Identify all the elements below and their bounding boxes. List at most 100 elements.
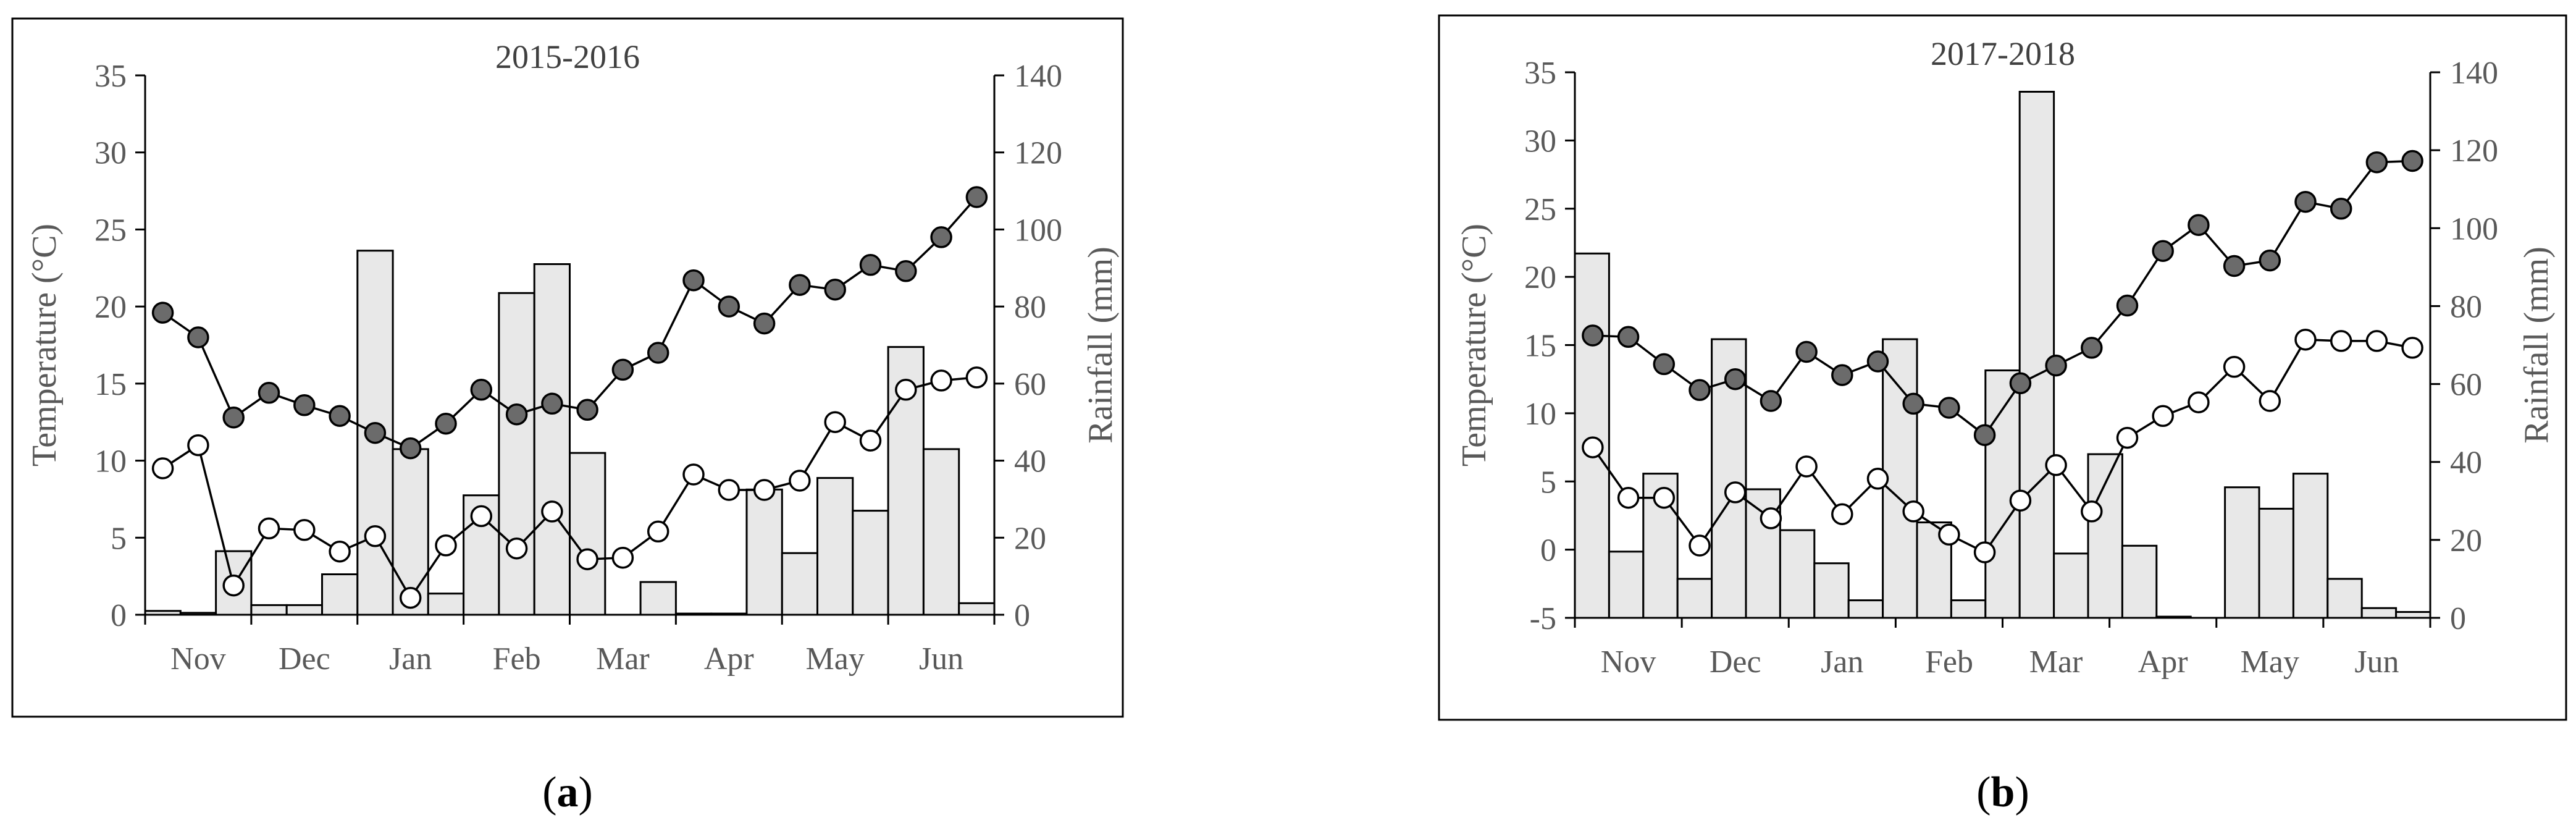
min-temp-point	[505, 537, 528, 560]
y-tick-label: 25	[94, 213, 127, 248]
min-temp-point	[1831, 503, 1853, 525]
min-temp-point	[470, 505, 493, 528]
rainfall-bars	[144, 250, 996, 616]
rainfall-bar	[285, 604, 324, 616]
max-temp-point	[930, 226, 952, 248]
min-temp-point	[576, 548, 598, 570]
rainfall-bars	[1574, 91, 2431, 619]
y-tick-label: 5	[111, 521, 127, 556]
rainfall-bar	[2326, 578, 2363, 619]
min-temp-point	[824, 411, 846, 433]
min-temp-point	[2330, 330, 2352, 352]
min-temp-point	[2401, 337, 2423, 359]
x-tick-label: Nov	[170, 641, 226, 677]
max-temp-point	[824, 278, 846, 301]
max-temp-point	[576, 399, 598, 421]
rainfall-bar	[1676, 578, 1713, 619]
min-temp-point	[2223, 356, 2246, 378]
y-tick-label: 30	[1524, 124, 1556, 159]
y-axis-title: Temperature (°C)	[25, 224, 64, 466]
max-temp-point	[329, 405, 351, 427]
chart-panel-b: 2017-2018 (b) -5 0 5 10 15 20 25 30 35 0 20 40 60 80 1…	[1438, 14, 2567, 816]
max-temp-point	[293, 394, 316, 416]
rainfall-bar	[1847, 599, 1884, 619]
x-tick-label: Dec	[1710, 644, 1761, 680]
rainfall-bar	[250, 604, 288, 616]
y-tick-label: 10	[1524, 397, 1556, 432]
min-temp-point	[329, 540, 351, 563]
rainfall-bar	[816, 477, 854, 616]
chart-title: 2017-2018	[1931, 35, 2075, 72]
chart-caption: (a)	[542, 769, 593, 816]
y2-tick-label: 120	[1014, 136, 1062, 171]
min-temp-point	[364, 525, 387, 547]
rainfall-bar	[569, 452, 606, 616]
chart-caption-letter: a	[557, 769, 579, 816]
max-temp-point	[1938, 397, 1960, 419]
y-tick-label: -5	[1530, 601, 1556, 636]
x-tick-label: Feb	[493, 641, 541, 677]
y2-tick-label: 40	[1014, 444, 1046, 479]
y-tick-label: 0	[111, 598, 127, 633]
max-temp-point	[151, 302, 174, 324]
chart-frame	[11, 17, 1124, 718]
x-tick-label: Mar	[596, 641, 650, 677]
rainfall-bar	[1813, 562, 1850, 619]
x-tick-label: Jun	[2354, 644, 2399, 680]
y-tick-label: 30	[94, 136, 127, 171]
max-temp-point	[647, 342, 669, 364]
min-temp-point	[399, 586, 422, 609]
y2-tick-label: 40	[2450, 445, 2482, 481]
y2-tick-label: 120	[2450, 133, 2498, 169]
min-temp-point	[1617, 486, 1640, 509]
max-temp-point	[1795, 340, 1818, 363]
chart-frame	[1438, 14, 2567, 721]
min-temp-point	[611, 546, 634, 569]
max-temp-point	[1724, 368, 1747, 390]
min-temp-point	[435, 534, 457, 557]
x-tick-label: Mar	[2029, 644, 2083, 680]
y-tick-label: 10	[94, 444, 127, 479]
y2-tick-label: 80	[1014, 290, 1046, 325]
min-temp-point	[2081, 500, 2103, 523]
max-temp-point	[2188, 214, 2210, 236]
y-tick-label: 35	[94, 59, 127, 94]
min-temp-point	[930, 369, 952, 392]
max-temp-point	[1617, 326, 1640, 348]
rainfall-bar	[2292, 473, 2329, 619]
rainfall-bar	[2224, 486, 2260, 619]
max-temp-point	[895, 260, 917, 282]
max-temp-point	[2294, 190, 2317, 213]
rainfall-bar	[745, 488, 783, 616]
y2-tick-label: 60	[2450, 368, 2482, 403]
min-temp-point	[2116, 426, 2139, 449]
chart-panel-a: 2015-2016 (a) 0 5 10 15 20 25 30 35 0 20 40 60 80 100…	[11, 17, 1124, 816]
max-temp-point	[1831, 364, 1853, 386]
y2-tick-label: 100	[1014, 213, 1062, 248]
min-temp-point	[1866, 468, 1889, 490]
rainfall-bar	[2360, 607, 2398, 619]
min-temp-point	[1902, 500, 1924, 523]
rainfall-bar	[887, 346, 925, 616]
rainfall-bar	[2087, 453, 2123, 619]
y-tick-label: 15	[1524, 329, 1556, 364]
min-temp-point	[2009, 489, 2032, 512]
max-temp-point	[859, 254, 882, 276]
min-temp-point	[753, 479, 776, 501]
min-temp-point	[151, 457, 174, 479]
chart-title: 2015-2016	[495, 38, 640, 75]
max-temp-point	[789, 274, 811, 296]
max-temp-point	[2259, 249, 2281, 272]
max-temp-point	[2365, 151, 2388, 174]
max-temp-point	[753, 312, 776, 335]
y-tick-label: 5	[1540, 465, 1556, 500]
min-temp-point	[1973, 541, 1996, 563]
min-temp-point	[682, 463, 705, 486]
chart-caption: (b)	[1976, 769, 2029, 816]
y-tick-label: 20	[1524, 260, 1556, 295]
min-temp-point	[895, 379, 917, 401]
rainfall-bar	[1608, 550, 1645, 619]
max-temp-point	[222, 406, 245, 429]
min-temp-point	[222, 574, 245, 597]
x-tick-label: Apr	[704, 641, 754, 677]
